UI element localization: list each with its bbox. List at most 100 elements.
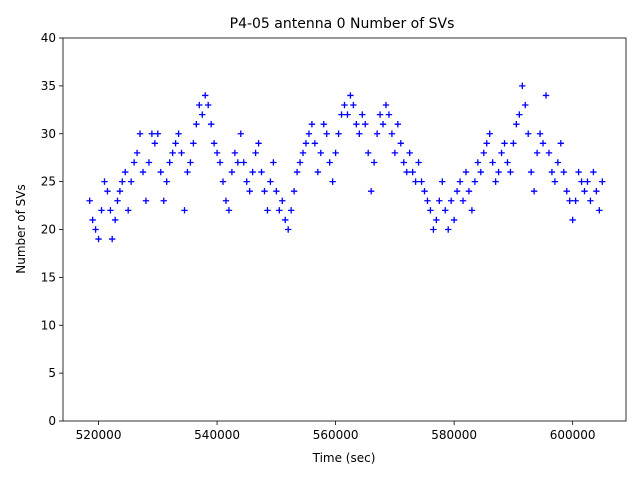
data-point: [282, 216, 289, 224]
data-point: [133, 149, 141, 157]
data-point: [507, 168, 514, 176]
data-point: [181, 207, 188, 214]
data-point: [104, 188, 111, 195]
data-point: [219, 178, 227, 185]
data-point: [323, 130, 330, 137]
data-point: [554, 159, 562, 166]
data-point: [172, 140, 179, 147]
data-point: [353, 120, 360, 128]
data-point: [474, 159, 482, 166]
data-point: [190, 140, 197, 147]
y-tick-label: 0: [48, 414, 56, 428]
data-point: [356, 130, 363, 137]
data-point: [231, 149, 239, 157]
data-point: [350, 101, 357, 109]
data-point: [379, 120, 387, 128]
data-point: [560, 168, 567, 176]
data-point: [462, 168, 470, 176]
axis-ticks: 520000 540000 560000 580000 600000 0 5 10 15 20 25…: [41, 31, 596, 442]
data-point: [302, 140, 310, 147]
data-point: [409, 168, 416, 176]
data-point: [504, 159, 511, 166]
data-point: [148, 130, 156, 137]
data-point: [111, 216, 119, 224]
data-point: [114, 197, 121, 204]
data-point: [456, 178, 464, 185]
data-point: [184, 168, 191, 176]
data-point: [599, 178, 606, 185]
data-point: [459, 197, 467, 204]
data-point: [385, 111, 393, 118]
data-point: [116, 188, 124, 195]
data-point: [108, 235, 116, 243]
data-point: [293, 168, 301, 176]
data-point: [285, 226, 292, 233]
x-tick-label: 600000: [550, 428, 596, 442]
data-point: [246, 188, 253, 195]
data-point: [287, 207, 295, 214]
data-point: [228, 168, 236, 176]
data-point: [243, 178, 250, 185]
data-point: [122, 168, 129, 176]
data-point: [584, 178, 591, 185]
data-point: [551, 178, 559, 185]
x-tick-label: 540000: [194, 428, 240, 442]
data-point: [178, 149, 185, 157]
data-point: [442, 207, 449, 214]
data-point: [210, 140, 218, 147]
data-point: [539, 140, 547, 147]
data-point: [160, 197, 167, 204]
data-point: [572, 197, 579, 204]
data-point: [305, 130, 313, 137]
x-tick-label: 560000: [313, 428, 359, 442]
data-point: [163, 178, 170, 185]
data-point: [151, 140, 159, 147]
data-point: [427, 207, 434, 214]
x-axis-label: Time (sec): [312, 451, 376, 465]
data-point: [530, 188, 538, 195]
data-point: [169, 149, 176, 157]
data-point: [492, 178, 499, 185]
data-point: [365, 149, 372, 157]
data-point: [157, 168, 164, 176]
data-point: [329, 178, 336, 185]
data-point: [569, 216, 576, 224]
data-point: [267, 178, 274, 185]
data-point: [344, 111, 351, 118]
data-point: [516, 111, 523, 118]
data-point: [166, 159, 173, 166]
data-point: [453, 188, 461, 195]
data-point: [418, 178, 425, 185]
data-point: [311, 140, 319, 147]
data-point: [273, 188, 280, 195]
data-point: [279, 197, 286, 204]
data-point: [575, 168, 582, 176]
data-point: [270, 159, 277, 166]
y-tick-label: 40: [41, 31, 56, 45]
data-point: [376, 111, 384, 118]
data-point: [566, 197, 573, 204]
data-point: [196, 101, 203, 109]
data-point: [264, 207, 271, 214]
x-tick-label: 580000: [431, 428, 477, 442]
data-point: [498, 149, 505, 157]
data-point: [406, 149, 413, 157]
data-point: [519, 82, 526, 90]
data-point: [92, 226, 99, 233]
data-point: [391, 149, 399, 157]
data-point: [557, 140, 565, 147]
data-point: [222, 197, 230, 204]
chart-title: P4-05 antenna 0 Number of SVs: [230, 16, 455, 32]
data-point: [421, 188, 428, 195]
data-point: [154, 130, 162, 137]
y-tick-label: 35: [41, 79, 56, 93]
data-point: [382, 101, 390, 109]
data-point: [501, 140, 508, 147]
data-point: [495, 168, 502, 176]
data-points: [86, 82, 606, 243]
data-point: [207, 120, 215, 128]
data-point: [471, 178, 479, 185]
data-point: [527, 168, 535, 176]
